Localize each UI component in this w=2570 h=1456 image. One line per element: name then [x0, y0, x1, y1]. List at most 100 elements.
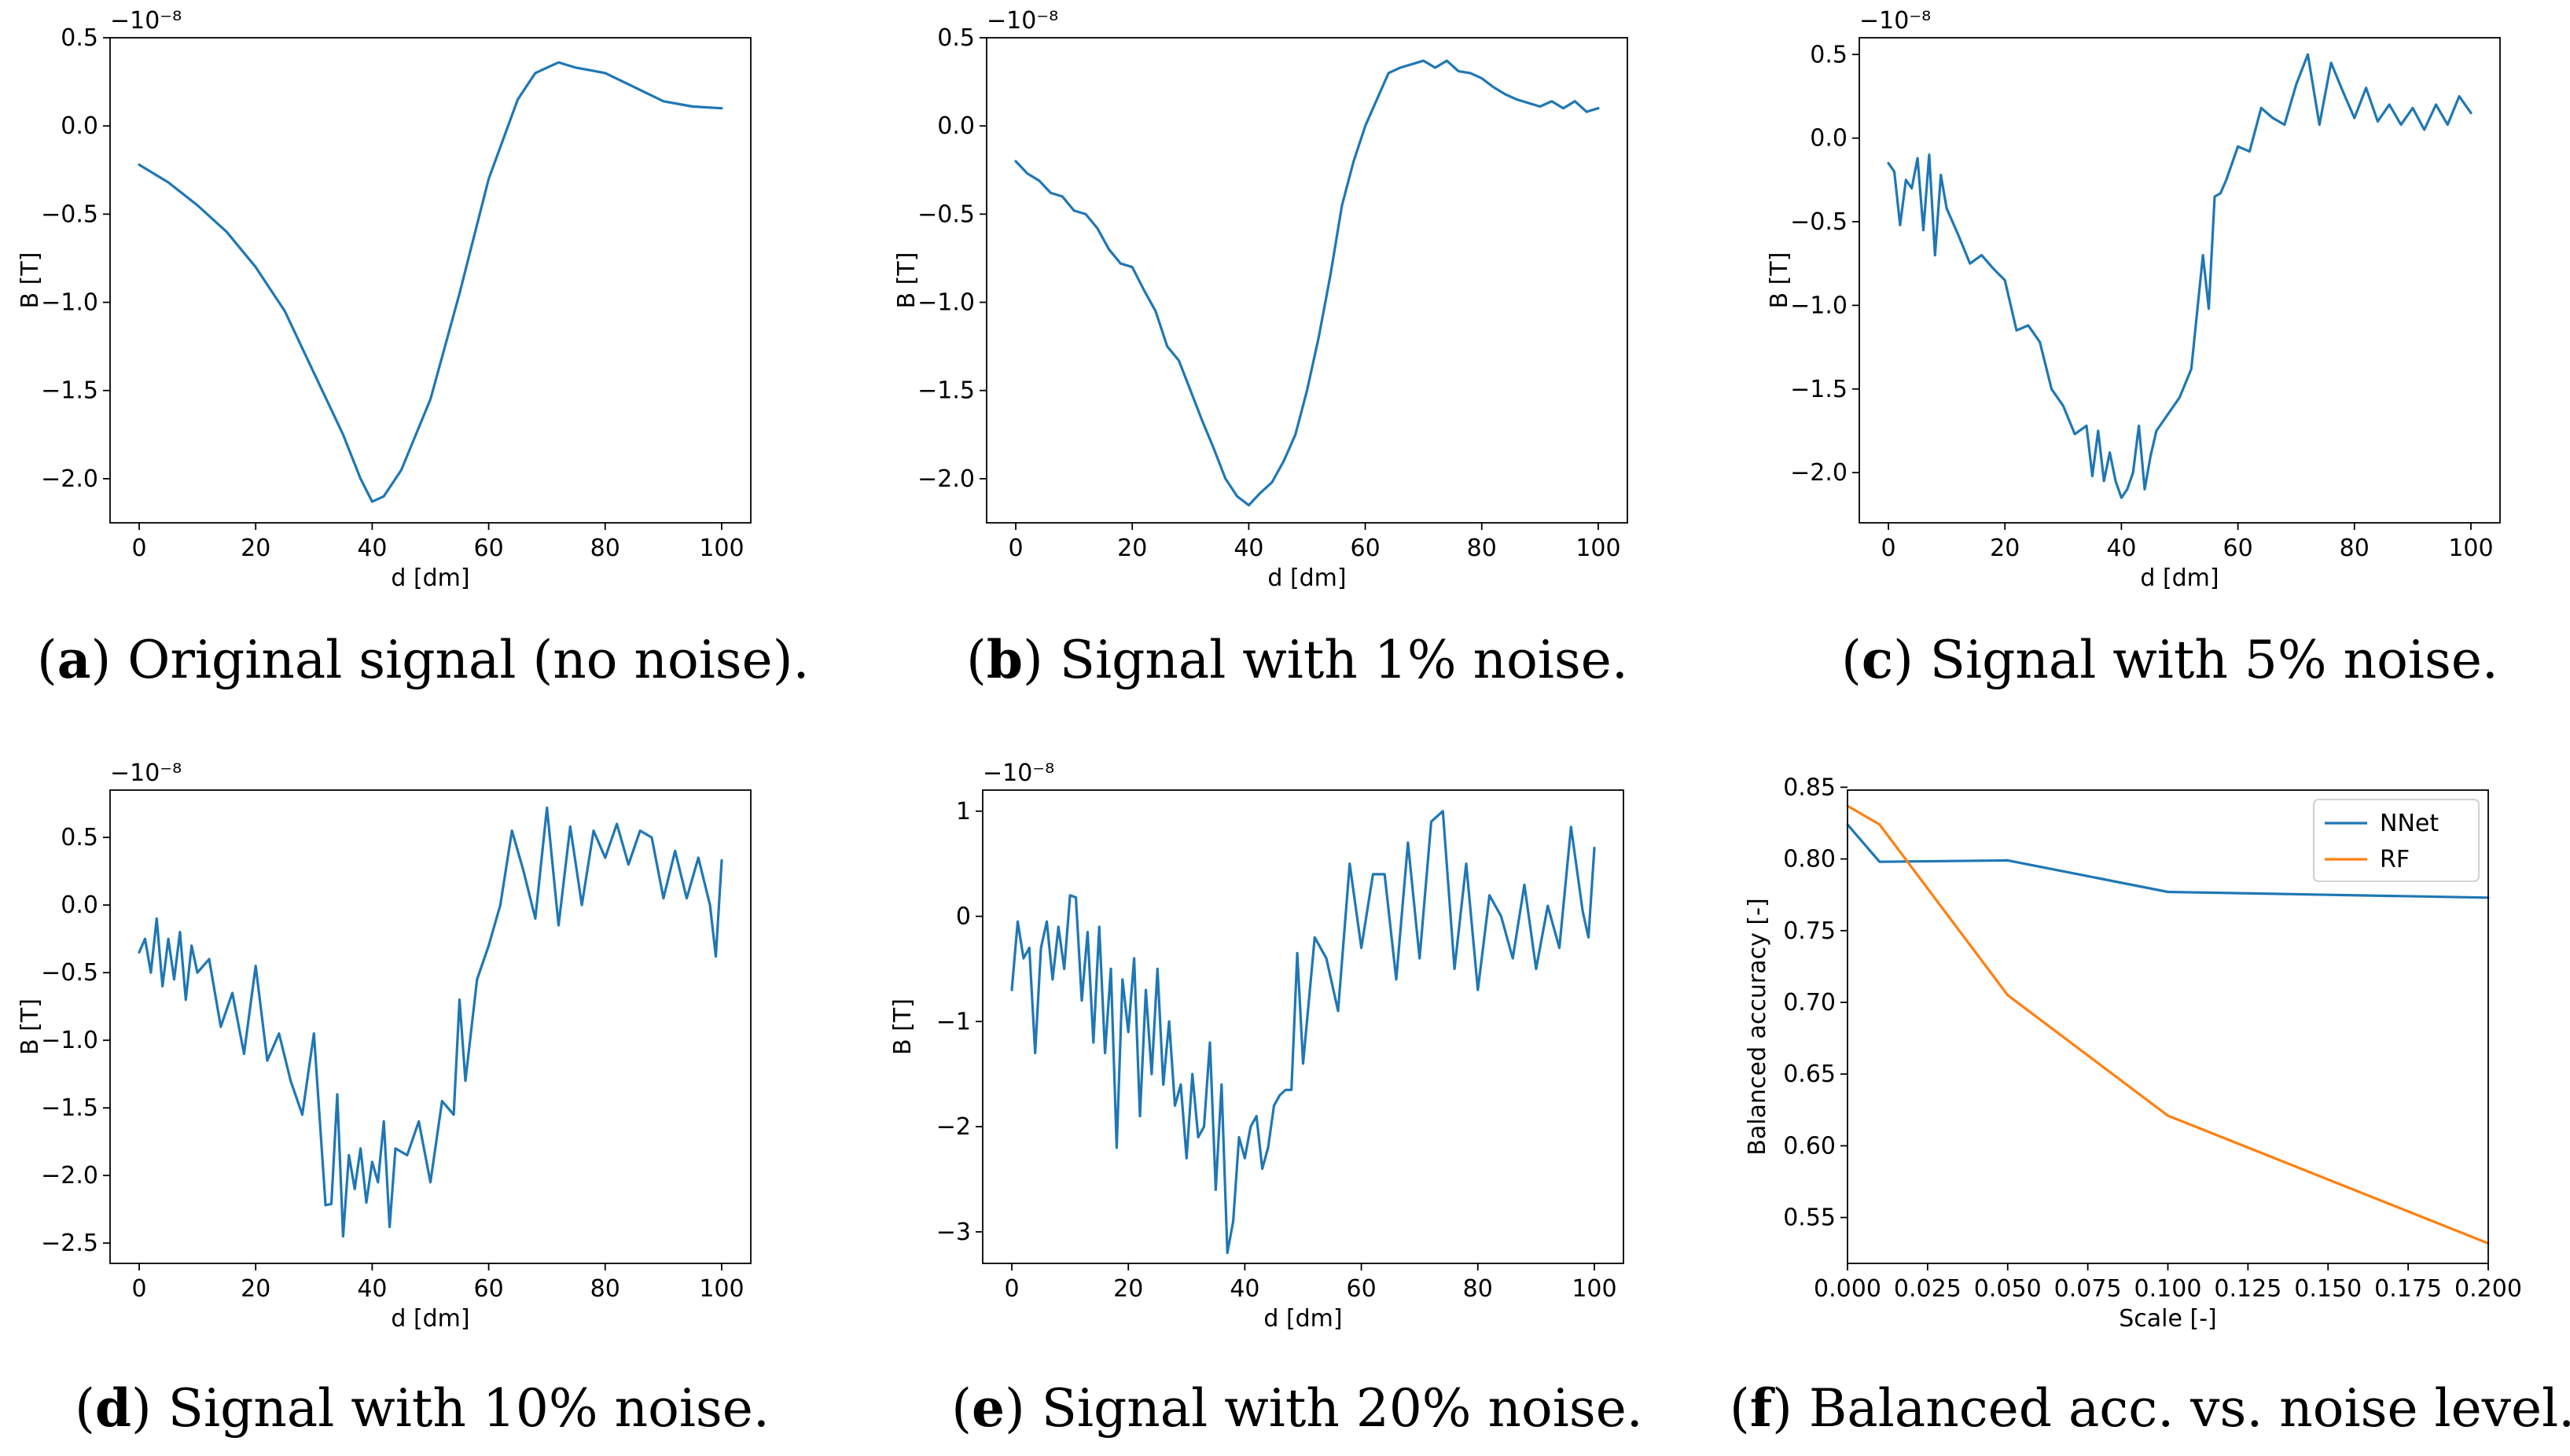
- x-tick-label-b: 100: [1575, 535, 1620, 562]
- x-tick-label-c: 40: [2106, 535, 2136, 562]
- series-line-c-signal: [1887, 53, 2473, 499]
- y-tick-label-b: −1.0: [917, 289, 975, 317]
- caption-e: (e) Signal with 20% noise.: [951, 1377, 1643, 1439]
- legend-label-nnet: NNet: [2380, 810, 2439, 837]
- y-tick-label-c: −1.0: [1790, 292, 1848, 319]
- x-tick-label-f: 0.150: [2294, 1275, 2362, 1303]
- caption-b-letter: b: [986, 629, 1024, 690]
- y-tick-label-f: 0.80: [1783, 846, 1836, 873]
- caption-a-letter: a: [57, 629, 91, 690]
- y-tick-label-e: −1: [936, 1008, 971, 1035]
- x-tick-label-a: 60: [473, 535, 503, 562]
- x-tick-label-a: 100: [699, 535, 744, 562]
- x-tick-label-c: 60: [2223, 535, 2252, 562]
- x-tick-label-e: 100: [1572, 1275, 1616, 1303]
- x-tick-label-c: 20: [1990, 535, 2020, 562]
- chart-e: 0 20 40 60 80 100 −3 −2 −1 0 1 d [dm] B [T] −10⁻⁸: [889, 759, 1624, 1333]
- x-tick-label-f: 0.125: [2214, 1275, 2281, 1303]
- offset-text-d: −10⁻⁸: [110, 759, 182, 787]
- chart-b: 0 20 40 60 80 100 −2.0 −1.5 −1.0 −0.5 0.0 0.5 d [dm]…: [893, 7, 1628, 592]
- series-line-f-rf: [1846, 804, 2490, 1245]
- x-tick-label-a: 20: [241, 535, 270, 562]
- offset-text-a: −10⁻⁸: [110, 7, 182, 35]
- x-tick-label-d: 0: [131, 1275, 146, 1303]
- y-tick-label-e: −3: [936, 1219, 971, 1246]
- y-tick-label-c: −1.5: [1790, 376, 1848, 403]
- y-tick-label-a: 0.5: [61, 24, 98, 52]
- y-tick-label-c: 0.5: [1810, 41, 1848, 68]
- x-tick-label-b: 80: [1467, 535, 1497, 562]
- y-tick-label-b: −0.5: [917, 200, 975, 228]
- y-axis-label-c: B [T]: [1766, 252, 1793, 309]
- y-tick-label-b: −2.0: [917, 465, 975, 493]
- x-tick-label-b: 20: [1117, 535, 1147, 562]
- y-tick-label-f: 0.75: [1783, 917, 1836, 945]
- x-tick-label-f: 0.200: [2454, 1275, 2522, 1303]
- y-tick-label-a: −1.5: [41, 377, 98, 405]
- series-line-d-signal: [138, 806, 723, 1238]
- x-tick-label-d: 100: [699, 1275, 744, 1303]
- x-tick-label-f: 0.100: [2134, 1275, 2202, 1303]
- chart-d: 0 20 40 60 80 100 −2.5 −2.0 −1.5 −1.0 −0.5 0.0 0.5 d …: [17, 759, 752, 1333]
- x-tick-label-c: 80: [2340, 535, 2370, 562]
- x-axis-label-c: d [dm]: [2140, 564, 2219, 592]
- x-tick-label-f: 0.000: [1814, 1275, 1881, 1303]
- x-tick-label-d: 60: [473, 1275, 503, 1303]
- x-axis-label-f: Scale [-]: [2119, 1305, 2216, 1333]
- y-tick-label-f: 0.65: [1783, 1061, 1836, 1088]
- caption-d-letter: d: [94, 1377, 132, 1439]
- x-axis-label-e: d [dm]: [1263, 1305, 1342, 1333]
- y-tick-label-d: 0.0: [61, 892, 98, 919]
- caption-d-text: ) Signal with 10% noise.: [131, 1378, 770, 1439]
- caption-e-letter: e: [971, 1377, 1005, 1439]
- x-tick-label-e: 80: [1463, 1275, 1493, 1303]
- x-tick-label-b: 40: [1234, 535, 1263, 562]
- x-tick-label-f: 0.025: [1894, 1275, 1962, 1303]
- y-tick-label-d: 0.5: [61, 824, 98, 851]
- x-tick-label-c: 100: [2448, 535, 2493, 562]
- y-tick-label-a: 0.0: [61, 112, 98, 140]
- x-tick-label-b: 0: [1008, 535, 1023, 562]
- y-tick-label-a: −0.5: [41, 200, 98, 228]
- y-tick-label-c: −0.5: [1790, 208, 1848, 236]
- caption-c-text: ) Signal with 5% noise.: [1893, 630, 2498, 690]
- x-tick-label-d: 20: [241, 1275, 270, 1303]
- legend-box: [2313, 799, 2480, 882]
- series-line-a-signal: [138, 61, 723, 503]
- caption-c-letter: c: [1861, 629, 1894, 690]
- axes-frame-b: [986, 37, 1628, 524]
- series-line-f-nnet: [1846, 823, 2490, 899]
- caption-f-letter: f: [1749, 1377, 1773, 1439]
- x-tick-label-e: 20: [1113, 1275, 1143, 1303]
- y-tick-label-b: −1.5: [917, 377, 975, 405]
- x-tick-label-a: 40: [357, 535, 387, 562]
- x-tick-label-b: 60: [1350, 535, 1380, 562]
- series-line-e-signal: [1010, 810, 1596, 1255]
- y-tick-label-d: −1.0: [41, 1027, 98, 1054]
- legend-f: NNet RF: [2313, 799, 2480, 882]
- axes-frame-a: [109, 37, 752, 524]
- y-tick-label-a: −1.0: [41, 289, 98, 317]
- y-tick-label-e: 0: [956, 903, 971, 931]
- y-axis-label-f: Balanced accuracy [-]: [1744, 898, 1771, 1155]
- y-tick-label-f: 0.85: [1783, 774, 1836, 801]
- y-axis-label-e: B [T]: [889, 998, 917, 1055]
- y-tick-label-d: −1.5: [41, 1094, 98, 1122]
- y-tick-label-c: −2.0: [1790, 459, 1848, 487]
- x-tick-label-a: 80: [590, 535, 620, 562]
- y-tick-label-b: 0.5: [937, 24, 975, 52]
- y-tick-label-d: −0.5: [41, 959, 98, 987]
- caption-a-text: ) Original signal (no noise).: [90, 630, 810, 690]
- y-tick-label-b: 0.0: [937, 112, 975, 140]
- caption-f-text: ) Balanced acc. vs. noise level.: [1772, 1378, 2570, 1439]
- y-tick-label-f: 0.70: [1783, 989, 1836, 1017]
- x-axis-label-a: d [dm]: [391, 564, 469, 592]
- y-axis-label-d: B [T]: [17, 998, 44, 1055]
- offset-text-b: −10⁻⁸: [987, 7, 1058, 35]
- x-tick-label-f: 0.075: [2054, 1275, 2122, 1303]
- chart-a: 0 20 40 60 80 100 −2.0 −1.5 −1.0 −0.5 0.0 0.5 d [dm]…: [17, 7, 752, 592]
- caption-c: (c) Signal with 5% noise.: [1841, 629, 2498, 690]
- caption-b-text: ) Signal with 1% noise.: [1023, 630, 1628, 690]
- caption-e-text: ) Signal with 20% noise.: [1004, 1378, 1643, 1439]
